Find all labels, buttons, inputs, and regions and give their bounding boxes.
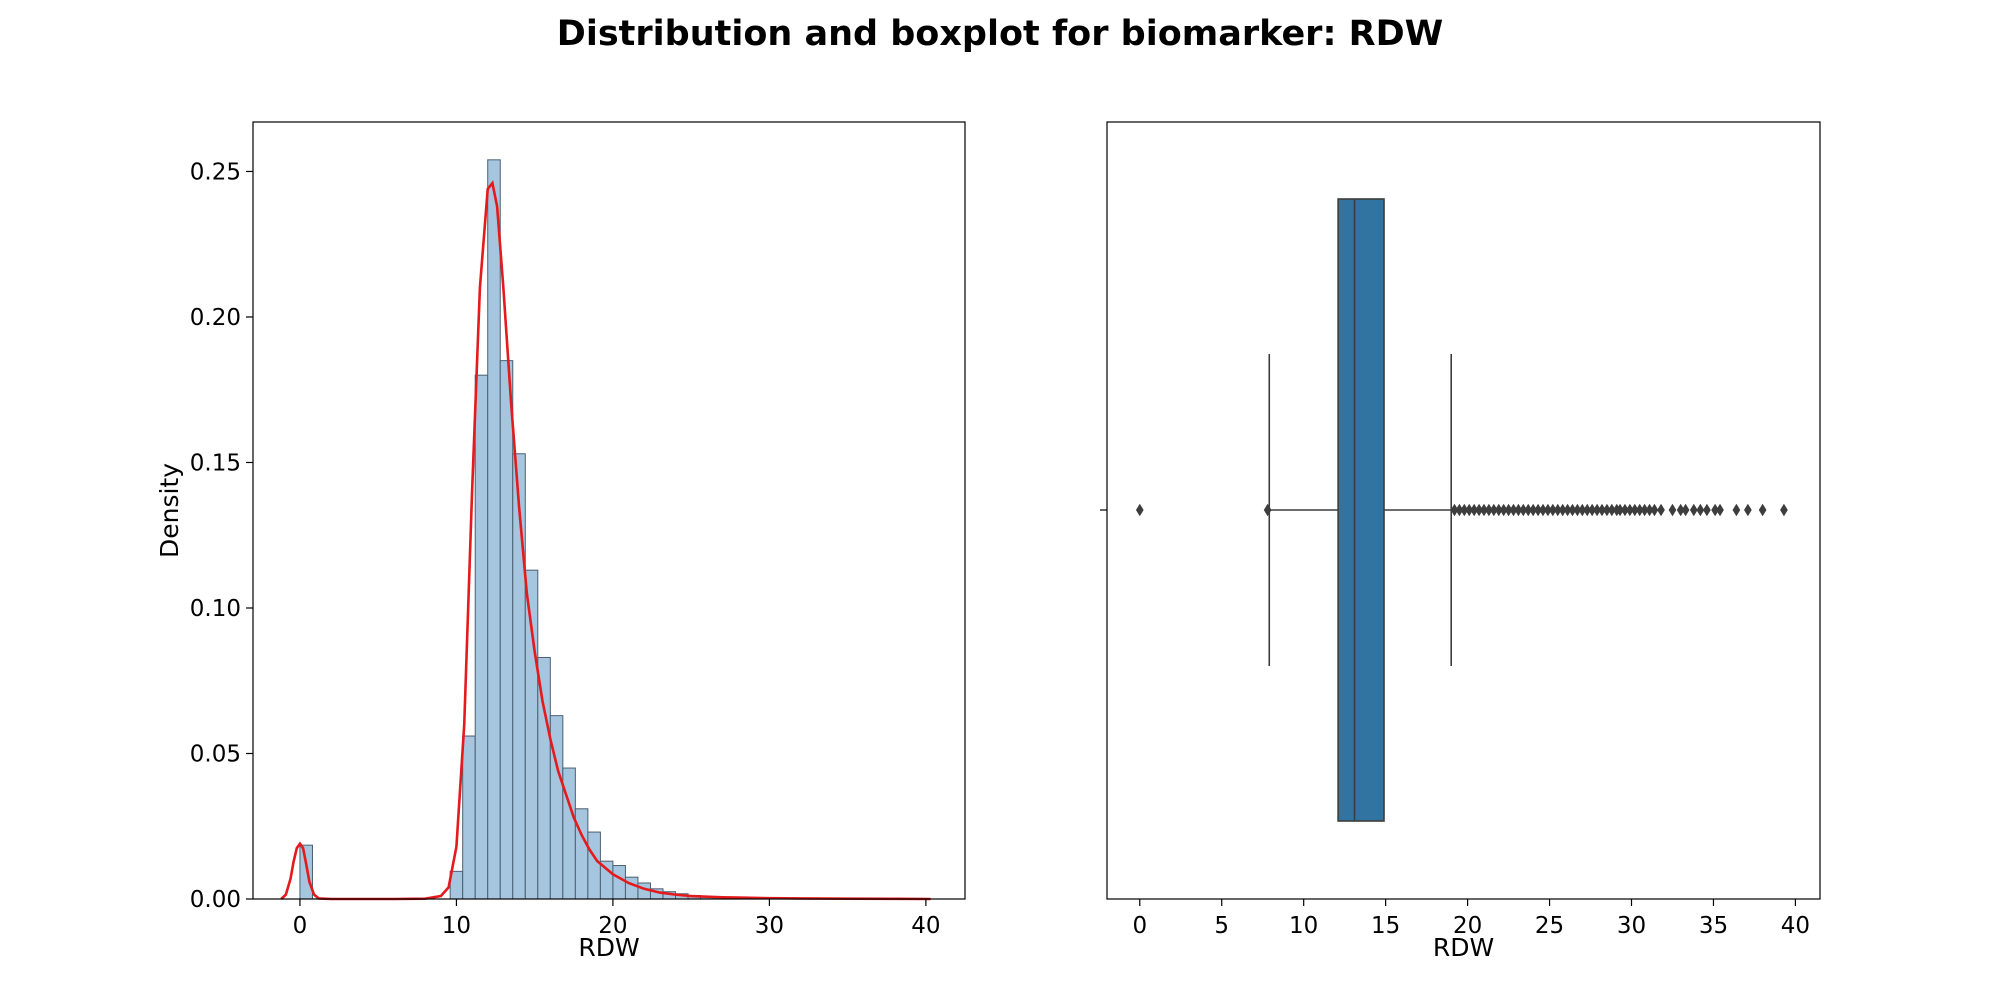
boxplot-marks — [1135, 198, 1788, 822]
outlier-point — [1657, 503, 1665, 517]
y-tick-label: 0.15 — [190, 450, 241, 476]
histogram-bar — [499, 360, 514, 900]
histogram-x-axis: 0 10 20 30 40 — [293, 899, 941, 939]
outlier-point — [1135, 503, 1144, 517]
outlier-point — [1758, 503, 1767, 517]
x-tick-label: 20 — [598, 913, 627, 939]
x-tick-label: 40 — [911, 913, 940, 939]
histogram-bar — [462, 735, 476, 900]
outlier-point — [1650, 503, 1659, 517]
x-tick-label: 10 — [1289, 913, 1318, 939]
histogram-bar — [624, 876, 639, 900]
x-tick-label: 40 — [1781, 913, 1810, 939]
x-tick-label: 0 — [293, 913, 308, 939]
histogram-bar — [474, 374, 489, 900]
histogram-y-axis: 0.00 0.05 0.10 0.15 0.20 0.25 — [190, 159, 253, 913]
histogram-bars — [299, 159, 752, 900]
boxplot-x-axis-label: RDW — [1433, 933, 1494, 962]
x-tick-label: 0 — [1132, 913, 1147, 939]
x-tick-label: 30 — [755, 913, 784, 939]
outlier-point — [1668, 503, 1677, 517]
boxplot-panel: 0 5 10 15 20 25 30 35 40 RDW — [1100, 121, 1821, 962]
outlier-point — [1689, 503, 1698, 517]
histogram-x-axis-label: RDW — [578, 933, 639, 962]
x-tick-label: 35 — [1699, 913, 1728, 939]
outlier-point — [1716, 503, 1724, 517]
outlier-point — [1696, 503, 1705, 517]
x-tick-label: 25 — [1535, 913, 1564, 939]
histogram-frame — [252, 121, 966, 900]
y-tick-label: 0.25 — [190, 159, 241, 185]
histogram-bar — [299, 844, 313, 900]
outlier-point — [1743, 503, 1752, 517]
outlier-point — [1681, 503, 1690, 517]
figure-title: Distribution and boxplot for biomarker: … — [556, 14, 1444, 54]
x-tick-label: 30 — [1617, 913, 1646, 939]
histogram-y-axis-label: Density — [155, 463, 184, 558]
histogram-bar — [487, 159, 501, 900]
y-tick-label: 0.10 — [190, 596, 241, 622]
x-tick-label: 15 — [1371, 913, 1400, 939]
x-tick-label: 20 — [1453, 913, 1482, 939]
x-tick-label: 10 — [442, 913, 471, 939]
y-tick-label: 0.05 — [190, 741, 241, 767]
outlier-point — [1780, 503, 1788, 517]
outlier-point — [1732, 503, 1741, 517]
boxplot-x-axis: 0 5 10 15 20 25 30 35 40 — [1100, 509, 1810, 939]
kde-curve — [280, 180, 931, 901]
interquartile-box — [1337, 198, 1385, 822]
histogram-bar — [537, 656, 551, 900]
y-tick-label: 0.00 — [190, 887, 241, 913]
outlier-point — [1263, 503, 1272, 517]
histogram-bar — [587, 831, 601, 900]
histogram-panel: 0 10 20 30 40 0.00 0.05 0.10 0.15 0.20 0.25 RDW D… — [155, 121, 966, 962]
y-tick-label: 0.20 — [190, 305, 241, 331]
outlier-point — [1703, 503, 1711, 517]
x-tick-label: 5 — [1214, 913, 1229, 939]
histogram-bar — [612, 865, 626, 900]
